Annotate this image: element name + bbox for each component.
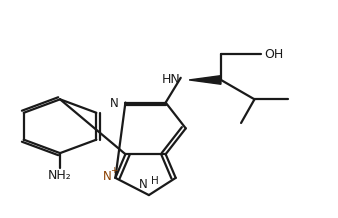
Text: OH: OH xyxy=(264,48,284,61)
Polygon shape xyxy=(189,76,221,84)
Text: NH₂: NH₂ xyxy=(48,169,72,182)
Text: N: N xyxy=(103,170,111,183)
Text: N: N xyxy=(139,178,147,191)
Text: +: + xyxy=(110,167,117,175)
Text: H: H xyxy=(151,176,159,186)
Text: N: N xyxy=(110,97,119,110)
Text: HN: HN xyxy=(162,73,181,87)
